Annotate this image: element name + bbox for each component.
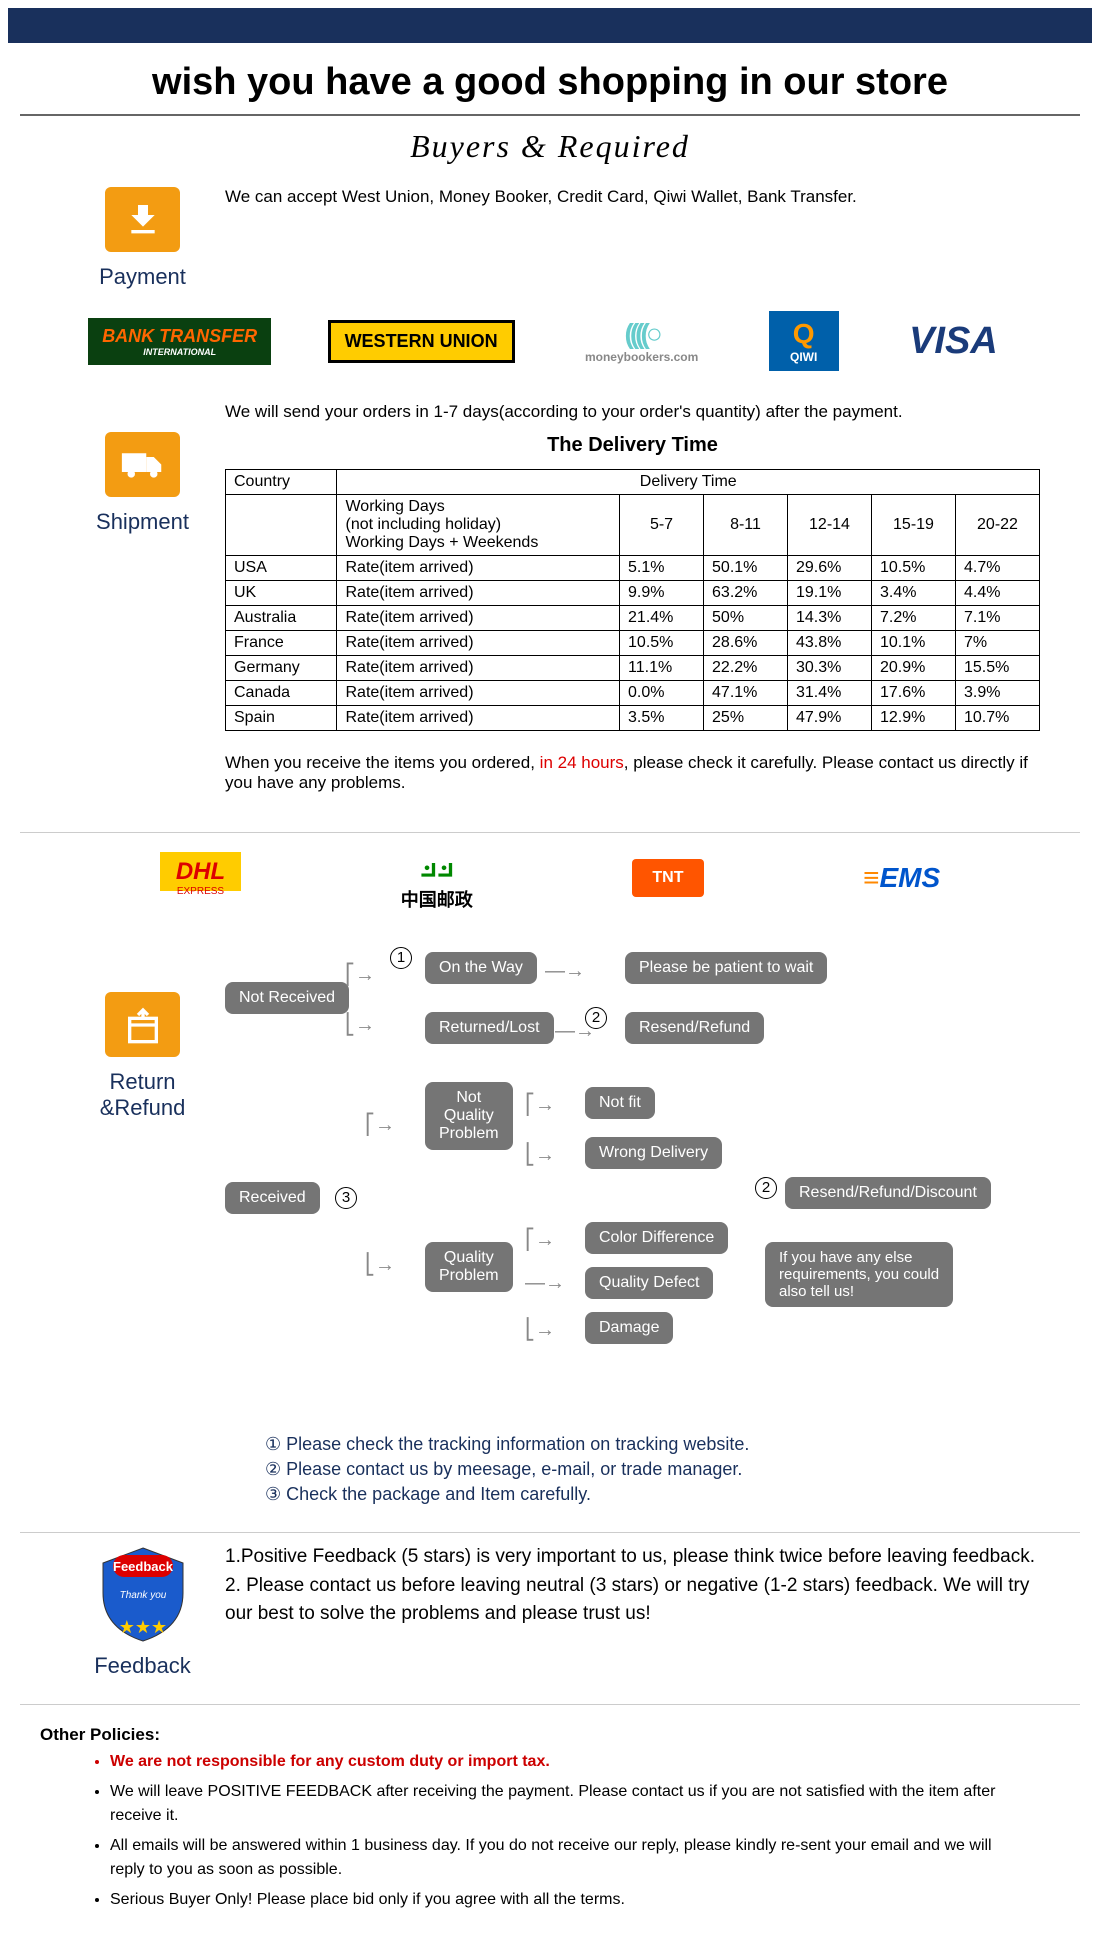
delivery-table: CountryDelivery Time Working Days (not i…: [225, 469, 1040, 731]
payment-section: Payment We can accept West Union, Money …: [20, 177, 1080, 290]
return-section: Return &Refund Not Received 1 On the Way…: [20, 922, 1080, 1533]
feedback-badge-icon: Feedback Thank you ★★★: [93, 1543, 193, 1643]
feedback-section: Feedback Thank you ★★★ Feedback 1.Positive…: [20, 1533, 1080, 1705]
shipment-intro: We will send your orders in 1-7 days(acc…: [225, 402, 1040, 422]
table-title: The Delivery Time: [225, 430, 1040, 461]
svg-text:★★★: ★★★: [118, 1617, 166, 1637]
shipment-note: When you receive the items you ordered, …: [225, 739, 1040, 807]
subtitle: Buyers & Required: [0, 116, 1100, 177]
feedback-label: Feedback: [70, 1653, 215, 1679]
shipment-section: Shipment We will send your orders in 1-7…: [20, 392, 1080, 833]
flow-note: ② Please contact us by meesage, e-mail, …: [225, 1457, 1040, 1482]
node-defect: Quality Defect: [585, 1267, 713, 1299]
payment-label: Payment: [70, 264, 215, 290]
flow-note: ③ Check the package and Item carefully.: [225, 1482, 1040, 1507]
carrier-logos: DHLEXPRESS ⟓⟓中国邮政 TNT ≡EMS: [0, 833, 1100, 922]
node-tellus: If you have any else requirements, you c…: [765, 1242, 953, 1307]
node-qp: Quality Problem: [425, 1242, 513, 1292]
svg-text:Thank you: Thank you: [119, 1590, 166, 1601]
chinapost-logo: ⟓⟓中国邮政: [401, 843, 473, 912]
node-received: Received: [225, 1182, 320, 1214]
svg-text:Feedback: Feedback: [113, 1559, 174, 1574]
node-wrong: Wrong Delivery: [585, 1137, 722, 1169]
tnt-logo: TNT: [632, 859, 703, 897]
return-icon: [105, 992, 180, 1057]
node-patient: Please be patient to wait: [625, 952, 827, 984]
feedback-line2: 2. Please contact us before leaving neut…: [225, 1572, 1040, 1629]
policies-heading: Other Policies:: [0, 1705, 1100, 1750]
policies-list: We are not responsible for any custom du…: [0, 1750, 1100, 1948]
policy-item: We will leave POSITIVE FEEDBACK after re…: [110, 1780, 1020, 1828]
shipment-label: Shipment: [70, 509, 215, 535]
ems-logo: ≡EMS: [863, 862, 940, 894]
bank-transfer-logo: BANK TRANSFERINTERNATIONAL: [88, 318, 271, 365]
node-on-way: On the Way: [425, 952, 537, 984]
payment-icon: [105, 187, 180, 252]
page-title: wish you have a good shopping in our sto…: [20, 51, 1080, 116]
node-resend: Resend/Refund: [625, 1012, 764, 1044]
policy-item: Serious Buyer Only! Please place bid onl…: [110, 1888, 1020, 1912]
policy-item: We are not responsible for any custom du…: [110, 1750, 1020, 1774]
top-bar: [8, 8, 1092, 43]
visa-logo: VISA: [895, 312, 1012, 371]
node-damage: Damage: [585, 1312, 673, 1344]
node-notfit: Not fit: [585, 1087, 655, 1119]
node-returned: Returned/Lost: [425, 1012, 554, 1044]
qiwi-logo: QQIWI: [769, 311, 839, 371]
node-color: Color Difference: [585, 1222, 728, 1254]
western-union-logo: WESTERN UNION: [328, 320, 515, 363]
flow-diagram: Not Received 1 On the Way Please be pati…: [225, 952, 1040, 1412]
feedback-line1: 1.Positive Feedback (5 stars) is very im…: [225, 1543, 1040, 1572]
moneybookers-logo: ((((○moneybookers.com: [571, 310, 712, 372]
payment-text: We can accept West Union, Money Booker, …: [215, 187, 1040, 290]
node-not-received: Not Received: [225, 982, 349, 1014]
shipment-icon: [105, 432, 180, 497]
flow-note: ① Please check the tracking information …: [225, 1432, 1040, 1457]
return-label: Return &Refund: [70, 1069, 215, 1121]
policy-item: All emails will be answered within 1 bus…: [110, 1834, 1020, 1882]
node-rrd: Resend/Refund/Discount: [785, 1177, 991, 1209]
payment-logos: BANK TRANSFERINTERNATIONAL WESTERN UNION…: [0, 290, 1100, 392]
node-nqp: Not Quality Problem: [425, 1082, 513, 1150]
